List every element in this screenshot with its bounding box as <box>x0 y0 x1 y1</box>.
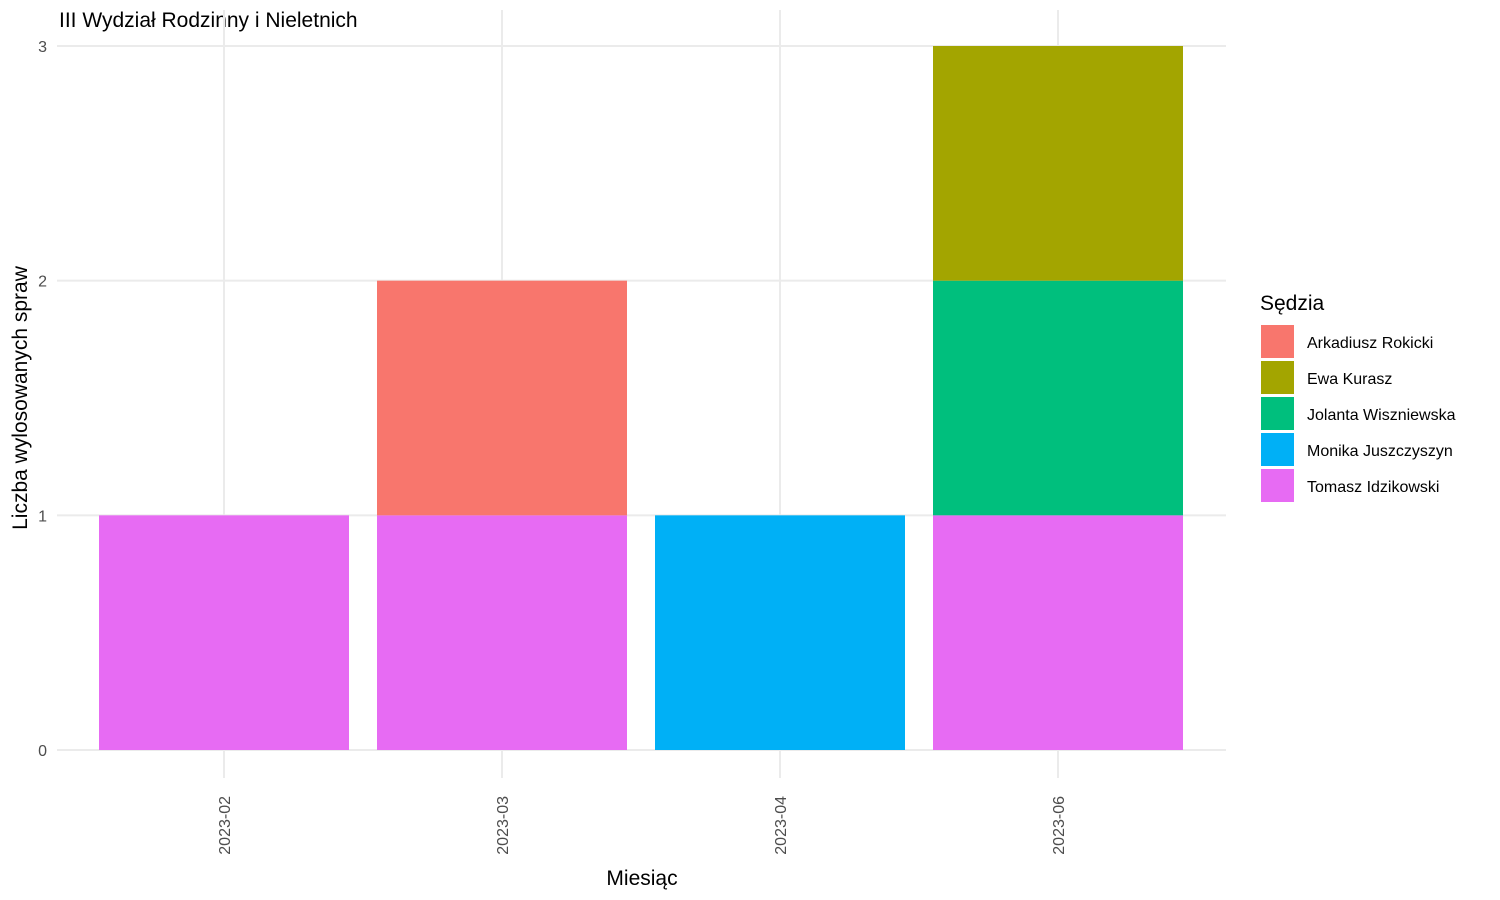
legend-label: Jolanta Wiszniewska <box>1307 407 1456 424</box>
legend-key <box>1261 469 1294 502</box>
y-tick-label: 0 <box>38 743 47 760</box>
legend-label: Tomasz Idzikowski <box>1307 479 1439 496</box>
y-axis-title: Liczba wylosowanych spraw <box>9 265 32 530</box>
legend-label: Arkadiusz Rokicki <box>1307 335 1433 352</box>
bar-segment <box>377 515 627 750</box>
chart-title: III Wydział Rodzinny i Nieletnich <box>59 9 358 32</box>
legend: Sędzia Arkadiusz Rokicki Ewa Kurasz Jolant… <box>1260 292 1456 502</box>
x-axis-ticks: 2023-02 2023-03 2023-04 2023-06 <box>217 796 1068 855</box>
bar-segment <box>933 515 1183 750</box>
legend-key <box>1261 433 1294 466</box>
x-axis-title: Miesiąc <box>606 867 677 890</box>
legend-title: Sędzia <box>1260 292 1325 315</box>
bar-segment <box>655 515 905 750</box>
legend-key <box>1261 361 1294 394</box>
y-tick-label: 3 <box>38 39 47 56</box>
bar-segment <box>933 280 1183 516</box>
x-tick-label: 2023-03 <box>495 796 512 855</box>
x-tick-label: 2023-04 <box>773 796 790 855</box>
y-axis-ticks: 0 1 2 3 <box>38 39 47 760</box>
bar-segment <box>377 280 627 516</box>
legend-label: Monika Juszczyszyn <box>1307 443 1453 460</box>
x-tick-label: 2023-06 <box>1051 796 1068 855</box>
y-tick-label: 2 <box>38 274 47 291</box>
bar-segment <box>933 46 1183 281</box>
bar-segment <box>99 515 349 750</box>
legend-label: Ewa Kurasz <box>1307 371 1392 388</box>
legend-key <box>1261 325 1294 358</box>
x-tick-label: 2023-02 <box>217 796 234 855</box>
bars <box>99 46 1183 750</box>
y-tick-label: 1 <box>38 508 47 525</box>
legend-key <box>1261 397 1294 430</box>
